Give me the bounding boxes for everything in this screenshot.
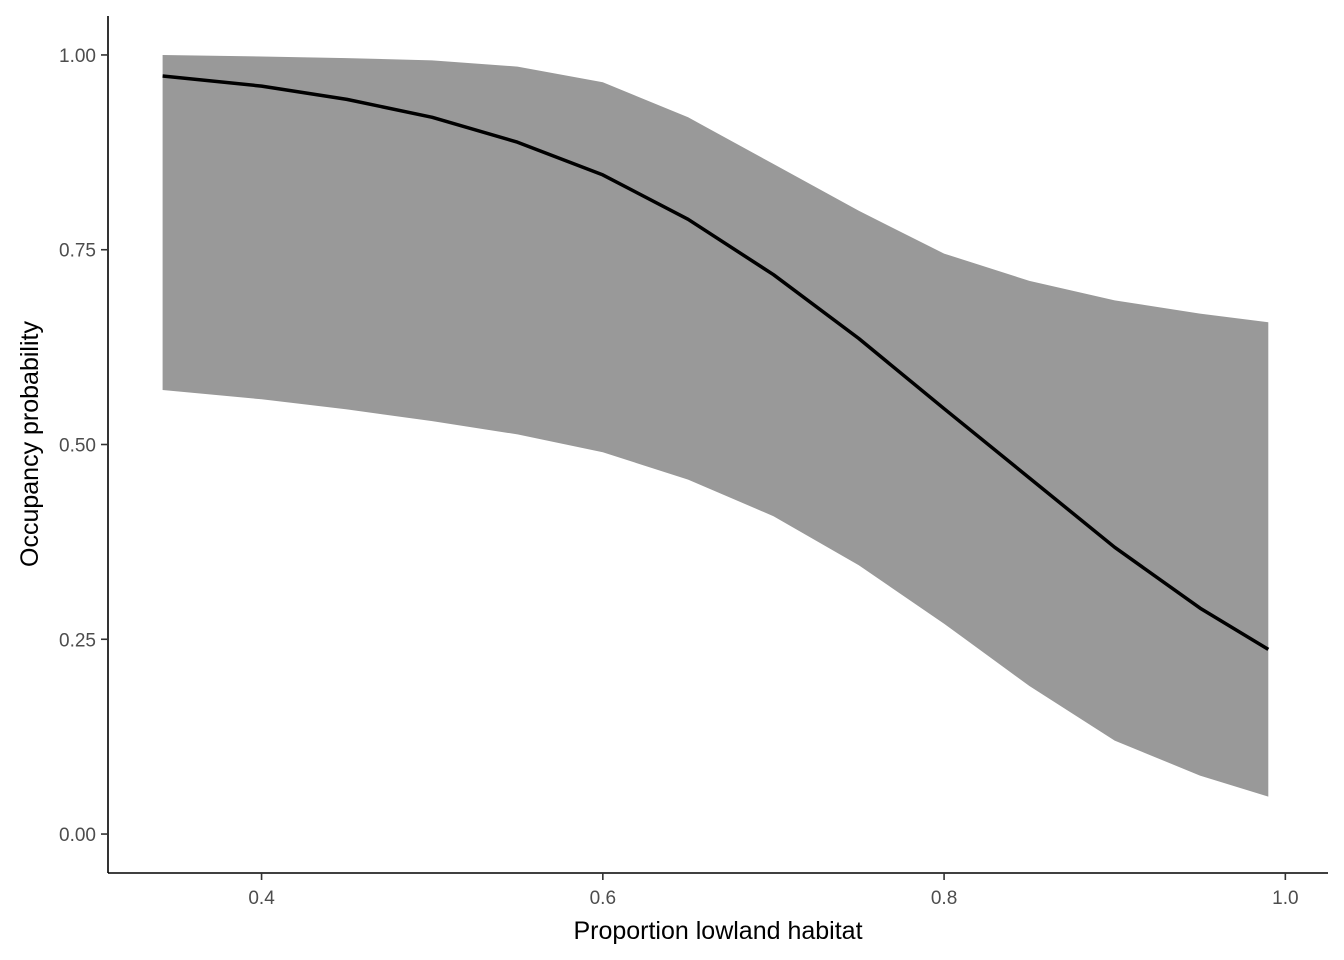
fit-line-layer	[162, 74, 1270, 651]
y-tick-label: 0.75	[59, 241, 96, 262]
x-tick-label: 0.4	[248, 888, 275, 909]
y-ticks: 0.00 0.25 0.50 0.75 1.00	[59, 46, 108, 846]
y-tick-label: 0.25	[59, 630, 96, 651]
y-tick-label: 1.00	[59, 46, 96, 67]
x-tick-label: 0.6	[590, 888, 616, 909]
y-axis-title: Occupancy probability	[16, 321, 44, 567]
confidence-ribbon	[162, 55, 1269, 797]
x-tick-label: 1.0	[1272, 888, 1298, 909]
x-ticks: 0.4 0.6 0.8 1.0	[248, 873, 1299, 909]
series-line-0	[162, 74, 1270, 651]
x-tick-label: 0.8	[931, 888, 957, 909]
y-tick-label: 0.50	[59, 436, 96, 457]
x-axis-title: Proportion lowland habitat	[573, 917, 862, 945]
confidence-ribbon-layer	[162, 55, 1269, 797]
y-tick-label: 0.00	[59, 825, 96, 846]
